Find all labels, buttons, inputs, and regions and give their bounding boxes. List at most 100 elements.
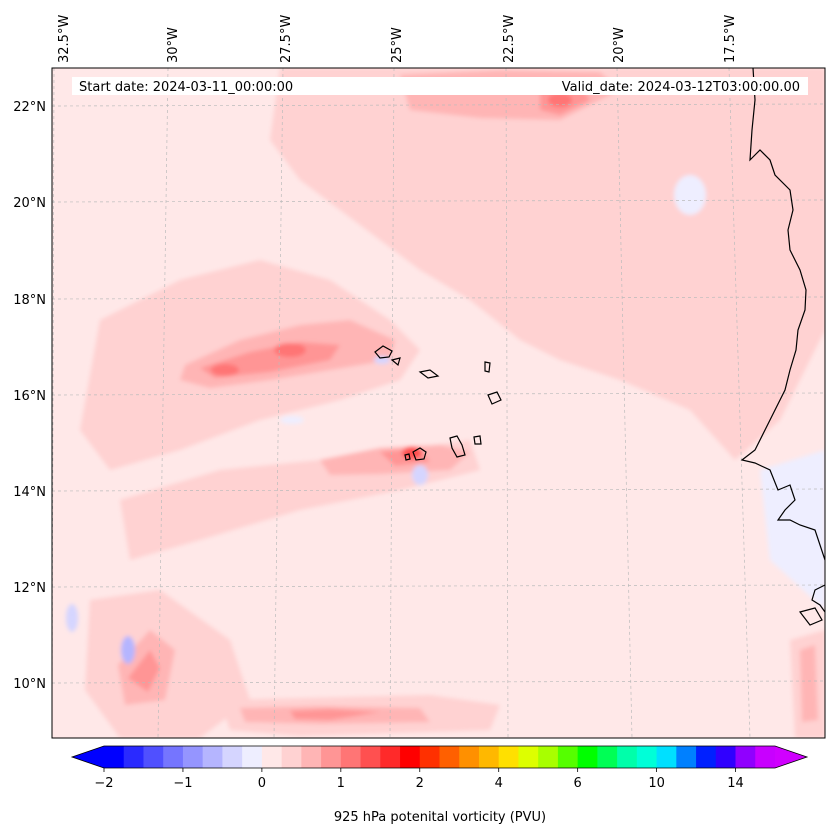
- pv-region-north-east: [270, 68, 825, 460]
- colorbar-cell: [360, 746, 381, 768]
- coastline-sao-vicente: [390, 357, 401, 367]
- colorbar-cells: [104, 746, 776, 768]
- colorbar-cell: [577, 746, 598, 768]
- lon-tick-label: 32.5°W: [57, 15, 72, 63]
- pv-peak-north: [548, 93, 572, 107]
- lon-tick-label: 27.5°W: [279, 15, 294, 63]
- colorbar-tick-label: −2: [94, 776, 113, 791]
- colorbar-cell: [400, 746, 421, 768]
- pv-peak-cape-verde: [211, 364, 239, 376]
- colorbar-tick-label: 6: [574, 776, 582, 791]
- date-annotation-bar: Start date: 2024-03-11_00:00:00 Valid_da…: [72, 77, 808, 95]
- lon-tick-labels: 32.5°W 30°W 27.5°W 25°W 22.5°W 20°W 17.5…: [57, 15, 738, 63]
- colorbar-cell: [321, 746, 342, 768]
- colorbar-label: 925 hPa potenital vorticity (PVU): [334, 810, 546, 825]
- parallel-12n: [52, 584, 825, 588]
- colorbar-cell: [498, 746, 519, 768]
- pv-field: [66, 68, 825, 738]
- colorbar-ticks: −2 −1 0 1 2 4 6 10 14: [94, 768, 744, 791]
- parallel-10n: [52, 680, 825, 684]
- pv-streak-east-edge: [800, 645, 818, 722]
- lat-tick-label: 12°N: [13, 581, 46, 596]
- coastline-fogo: [412, 447, 427, 461]
- colorbar-cell: [478, 746, 500, 768]
- coastline-africa: [740, 68, 825, 561]
- colorbar-cell: [459, 746, 480, 768]
- colorbar-cell: [281, 746, 302, 768]
- colorbar-cell: [163, 746, 184, 768]
- lon-tick-label: 25°W: [390, 27, 405, 63]
- pv-core-southwest: [128, 650, 160, 692]
- coastline-bijagos: [798, 607, 823, 626]
- coastline-maio: [473, 435, 482, 445]
- pv-core-south: [290, 709, 380, 720]
- valid-date-label: Valid_date: 2024-03-12T03:00:00.00: [562, 80, 800, 95]
- colorbar-tick-label: 14: [727, 776, 744, 791]
- colorbar-cell: [242, 746, 263, 768]
- colorbar-cell: [182, 746, 204, 768]
- colorbar-cell: [261, 746, 283, 768]
- map-frame: [51, 67, 826, 739]
- coastlines: [374, 68, 825, 626]
- colorbar-cell: [104, 746, 125, 768]
- parallel-16n: [52, 392, 825, 396]
- meridian-25w: [389, 68, 395, 738]
- meridian-22-5w: [505, 68, 509, 738]
- coastline-santiago: [449, 435, 466, 458]
- colorbar-cell: [735, 746, 756, 768]
- coastline-sal: [484, 361, 491, 373]
- colorbar-cell: [676, 746, 697, 768]
- lon-tick-label: 20°W: [612, 27, 627, 63]
- coastline-africa-south: [811, 584, 825, 613]
- coastline-boa-vista: [487, 391, 502, 405]
- colorbar-cell: [123, 746, 144, 768]
- lat-tick-label: 18°N: [13, 293, 46, 308]
- colorbar-cell: [202, 746, 223, 768]
- colorbar-over-triangle: [775, 746, 807, 768]
- lat-tick-label: 20°N: [13, 196, 46, 211]
- colorbar-cell: [597, 746, 618, 768]
- lon-tick-label: 22.5°W: [502, 15, 517, 63]
- coastline-sao-nicolau: [418, 369, 440, 379]
- colorbar-cell: [301, 746, 322, 768]
- parallel-14n: [52, 488, 825, 492]
- colorbar-under-triangle: [72, 746, 104, 768]
- pv-negative-west-edge: [66, 604, 78, 632]
- date-annotation-background: [72, 77, 808, 95]
- lat-tick-label: 14°N: [13, 485, 46, 500]
- colorbar-cell: [557, 746, 579, 768]
- meridian-17-5w: [728, 68, 751, 738]
- colorbar-cell: [538, 746, 559, 768]
- parallel-22n: [52, 103, 825, 107]
- colorbar-tick-label: 10: [648, 776, 665, 791]
- colorbar-cell: [755, 746, 776, 768]
- colorbar-cell: [656, 746, 677, 768]
- colorbar-tick-label: 2: [416, 776, 424, 791]
- colorbar-cell: [696, 746, 717, 768]
- colorbar-tick-label: 1: [337, 776, 345, 791]
- lon-tick-label: 17.5°W: [723, 15, 738, 63]
- colorbar-cell: [340, 746, 361, 768]
- colorbar-cell: [419, 746, 440, 768]
- colorbar-cell: [143, 746, 164, 768]
- colorbar-cell: [518, 746, 539, 768]
- pv-negative-santo-antao: [374, 356, 390, 364]
- pv-peak-central: [274, 343, 306, 357]
- start-date-label: Start date: 2024-03-11_00:00:00: [79, 80, 293, 95]
- colorbar-cell: [636, 746, 657, 768]
- pv-negative-mid-west: [280, 416, 304, 424]
- colorbar-cell: [380, 746, 401, 768]
- colorbar-cell: [222, 746, 243, 768]
- lat-tick-label: 16°N: [13, 389, 46, 404]
- parallel-18n: [52, 296, 825, 300]
- pv-negative-north-east: [674, 175, 706, 215]
- pv-negative-africa: [760, 450, 825, 610]
- meridian-27-5w: [273, 68, 284, 738]
- pv-negative-fogo: [412, 465, 428, 485]
- colorbar-tick-label: 0: [258, 776, 266, 791]
- colorbar-cell: [439, 746, 460, 768]
- lat-tick-label: 22°N: [13, 100, 46, 115]
- map-panel: [51, 67, 826, 739]
- coastline-santo-antao: [374, 345, 393, 359]
